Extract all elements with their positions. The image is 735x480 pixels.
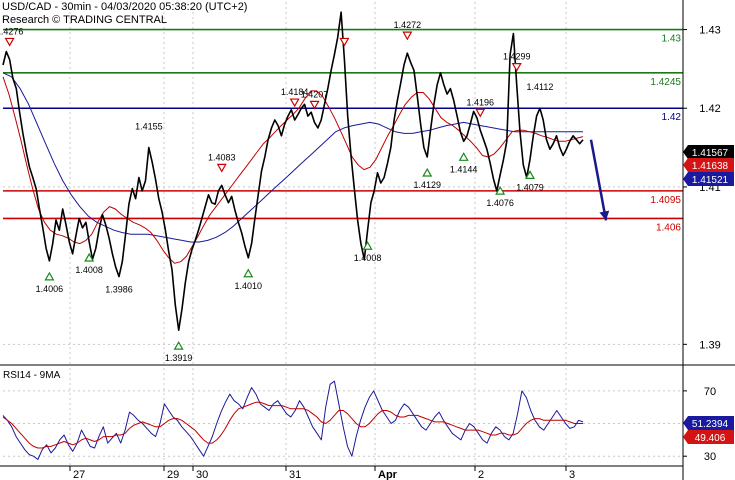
sell-signal-marker bbox=[402, 31, 413, 41]
extreme-label: 1.4155 bbox=[135, 122, 163, 132]
buy-signal-marker bbox=[173, 340, 184, 350]
rsi-tag-text-ma9: 49.406 bbox=[695, 433, 726, 444]
series-line-price bbox=[2, 11, 584, 332]
chart-subtitle: Research © TRADING CENTRAL bbox=[2, 14, 167, 26]
extreme-label: 1.4006 bbox=[36, 284, 64, 294]
x-tick-label: 29 bbox=[167, 469, 179, 480]
extreme-label: 1.3986 bbox=[105, 285, 133, 295]
price-tag-text-price: 1.41567 bbox=[692, 148, 729, 159]
extreme-label: 1.4083 bbox=[208, 152, 236, 162]
rsi-y-tick-label: 70 bbox=[704, 386, 716, 398]
buy-signal-marker bbox=[422, 167, 433, 177]
extreme-label: 1.4079 bbox=[516, 182, 544, 192]
x-tick-label: 27 bbox=[73, 469, 85, 480]
level-label-1-43: 1.43 bbox=[662, 34, 682, 45]
x-tick-label: Apr bbox=[378, 469, 398, 480]
rsi-tag-rsi bbox=[683, 416, 734, 430]
sell-signal-marker bbox=[216, 163, 227, 173]
x-tick-label: 31 bbox=[289, 469, 301, 480]
extreme-label: 1.4299 bbox=[503, 52, 531, 62]
price-y-tick-label: 1.42 bbox=[699, 103, 720, 115]
rsi-tag-text-rsi: 51.2394 bbox=[692, 419, 729, 430]
price-tag-text-ma_fast: 1.41638 bbox=[692, 161, 729, 172]
extreme-label: 1.4076 bbox=[486, 198, 514, 208]
extreme-label: 1.4010 bbox=[234, 281, 262, 291]
sell-signal-marker bbox=[289, 98, 300, 108]
rsi-series-line-rsi bbox=[2, 380, 584, 460]
rsi-series-line-ma9 bbox=[2, 401, 583, 449]
rsi-tag-ma9 bbox=[683, 430, 734, 444]
chart-title: USD/CAD - 30min - 04/03/2020 05:38:20 (U… bbox=[2, 1, 248, 13]
buy-signal-marker bbox=[524, 170, 536, 179]
sell-signal-marker bbox=[511, 63, 522, 72]
extreme-label: 1.4184 bbox=[281, 87, 309, 97]
extreme-label: 1.4144 bbox=[450, 164, 478, 174]
extreme-label: 1.4196 bbox=[466, 97, 494, 107]
extreme-label: 1.4008 bbox=[354, 253, 382, 263]
buy-signal-marker bbox=[44, 271, 55, 281]
level-label-1-42: 1.42 bbox=[662, 112, 682, 123]
sell-signal-marker bbox=[339, 37, 350, 47]
rsi-panel-title: RSI14 - 9MA bbox=[3, 370, 61, 381]
buy-signal-marker bbox=[458, 152, 469, 161]
rsi-y-tick-label: 30 bbox=[704, 451, 716, 463]
level-label-1-4245: 1.4245 bbox=[650, 77, 681, 88]
buy-signal-marker bbox=[84, 252, 95, 262]
price-y-tick-label: 1.39 bbox=[699, 339, 720, 351]
level-label-1-4095: 1.4095 bbox=[650, 195, 681, 206]
price-tag-ma_slow bbox=[683, 172, 734, 186]
x-tick-label: 2 bbox=[478, 469, 484, 480]
extreme-label: 1.4276 bbox=[0, 26, 23, 36]
extreme-label: 1.4008 bbox=[75, 265, 103, 275]
extreme-label: 1.4207 bbox=[301, 89, 329, 99]
sell-signal-marker bbox=[309, 100, 320, 110]
x-tick-label: 30 bbox=[196, 469, 208, 480]
sell-signal-marker bbox=[4, 37, 15, 47]
price-tag-ma_fast bbox=[683, 158, 734, 172]
buy-signal-marker bbox=[243, 268, 254, 278]
forecast-arrow-head bbox=[599, 210, 610, 221]
forecast-arrow-shaft bbox=[589, 139, 608, 221]
buy-signal-marker bbox=[495, 185, 506, 195]
extreme-label: 1.4272 bbox=[394, 20, 422, 30]
sell-signal-marker bbox=[475, 108, 486, 118]
x-tick-label: 3 bbox=[569, 469, 575, 480]
extreme-label: 1.4112 bbox=[526, 82, 553, 92]
level-label-1-406: 1.406 bbox=[656, 222, 681, 233]
extreme-label: 1.4129 bbox=[413, 180, 441, 190]
extreme-label: 1.3919 bbox=[165, 353, 193, 363]
price-y-tick-label: 1.43 bbox=[699, 25, 720, 37]
price-tag-price bbox=[683, 145, 734, 159]
buy-signal-marker bbox=[362, 241, 373, 250]
price-tag-text-ma_slow: 1.41521 bbox=[692, 175, 729, 186]
